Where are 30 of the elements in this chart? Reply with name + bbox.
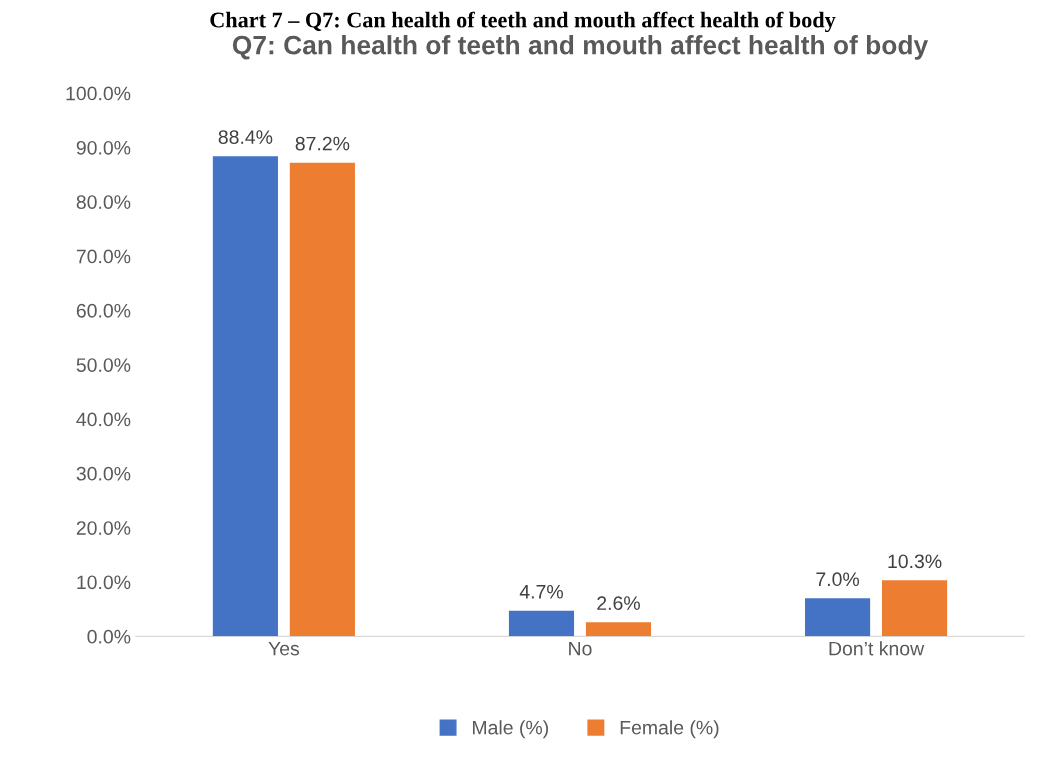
data-label: 87.2% — [295, 136, 350, 151]
bar — [508, 610, 575, 637]
y-tick-label: 90.0% — [76, 140, 131, 155]
y-tick-label: 30.0% — [76, 466, 131, 481]
x-tick-label: Don’t know — [829, 641, 925, 656]
bar — [585, 622, 652, 637]
y-tick-label: 10.0% — [77, 575, 131, 590]
y-tick-label: 20.0% — [76, 521, 131, 535]
data-label: 2.6% — [597, 596, 640, 611]
bar — [289, 162, 355, 637]
data-label: 7.0% — [816, 572, 860, 587]
data-label: 10.3% — [888, 554, 942, 569]
bar — [881, 580, 948, 637]
y-tick-label: 80.0% — [76, 195, 131, 209]
y-tick-label: 70.0% — [76, 249, 131, 264]
bar — [805, 598, 871, 637]
y-tick-label: 60.0% — [76, 303, 131, 318]
chart-title: Q7: Can health of teeth and mouth affect health of body — [232, 35, 929, 60]
x-tick-label: Yes — [268, 641, 300, 656]
legend-label: Male (%) — [473, 720, 548, 739]
y-tick-label: 50.0% — [76, 358, 131, 372]
x-tick-label: No — [569, 641, 592, 656]
legend-label: Female (%) — [620, 720, 719, 739]
data-label: 88.4% — [218, 130, 273, 144]
caption: Chart 7 – Q7: Can health of teeth and mouth affect health of body — [210, 11, 836, 33]
data-label: 4.7% — [519, 584, 563, 599]
y-tick-label: 40.0% — [76, 412, 131, 427]
bar — [212, 156, 278, 637]
y-tick-label: 0.0% — [87, 629, 131, 644]
y-tick-label: 100.0% — [66, 86, 131, 101]
